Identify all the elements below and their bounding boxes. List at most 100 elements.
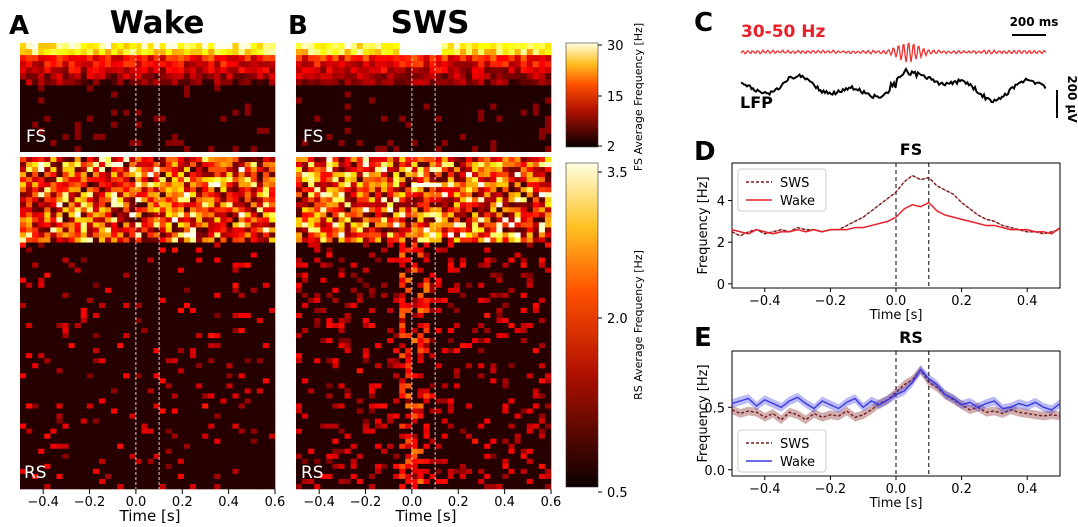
heatmap-cell	[111, 197, 118, 203]
heatmap-cell	[92, 453, 100, 460]
heatmap-cell	[98, 73, 106, 80]
heatmap-cell	[381, 177, 388, 183]
heatmap-cell	[320, 212, 327, 218]
heatmap-cell	[508, 85, 515, 92]
heatmap-cell	[214, 127, 221, 135]
heatmap-cell	[135, 408, 142, 414]
heatmap-cell	[159, 103, 167, 110]
heatmap-cell	[38, 85, 45, 92]
heatmap-cell	[141, 338, 148, 344]
heatmap-cell	[196, 428, 203, 434]
heatmap-cell	[350, 192, 358, 198]
heatmap-cell	[86, 145, 94, 153]
heatmap-cell	[387, 61, 394, 68]
heatmap-cell	[532, 61, 540, 68]
heatmap-cell	[417, 157, 424, 163]
heatmap-cell	[220, 157, 227, 163]
heatmap-cell	[92, 187, 100, 193]
heatmap-cell	[105, 418, 112, 424]
heatmap-cell	[532, 97, 540, 104]
heatmap-cell	[117, 242, 124, 248]
heatmap-cell	[232, 363, 239, 369]
heatmap-cell	[123, 127, 130, 135]
heatmap-cell	[44, 453, 51, 460]
heatmap-cell	[268, 403, 276, 409]
heatmap-cell	[544, 187, 552, 193]
heatmap-cell	[447, 133, 455, 141]
heatmap-cell	[183, 443, 191, 450]
heatmap-cell	[250, 162, 258, 168]
heatmap-cell	[429, 145, 436, 153]
heatmap-cell	[490, 49, 497, 56]
heatmap-cell	[165, 272, 173, 279]
heatmap-cell	[332, 187, 339, 193]
heatmap-cell	[50, 403, 57, 409]
heatmap-cell	[532, 172, 540, 178]
heatmap-cell	[38, 453, 45, 460]
heatmap-cell	[129, 73, 136, 80]
heatmap-cell	[202, 252, 209, 258]
heatmap-cell	[26, 383, 33, 389]
heatmap-cell	[105, 167, 112, 173]
heatmap-cell	[268, 302, 276, 309]
heatmap-cell	[244, 43, 252, 50]
heatmap-cell	[26, 287, 33, 294]
heatmap-cell	[129, 121, 136, 129]
heatmap-cell	[423, 157, 430, 163]
heatmap-cell	[362, 139, 370, 147]
heatmap-cell	[44, 393, 51, 399]
heatmap-cell	[262, 473, 270, 480]
heatmap-cell	[308, 85, 315, 92]
heatmap-cell	[62, 79, 69, 86]
heatmap-cell	[38, 468, 45, 475]
heatmap-cell	[532, 55, 540, 62]
heatmap-cell	[226, 323, 233, 329]
heatmap-cell	[74, 85, 82, 92]
heatmap-cell	[86, 287, 94, 294]
heatmap-cell	[68, 323, 75, 329]
heatmap-cell	[441, 73, 449, 80]
heatmap-sws	[296, 43, 552, 490]
heatmap-cell	[32, 403, 39, 409]
heatmap-cell	[92, 242, 100, 248]
heatmap-cell	[314, 115, 321, 123]
heatmap-cell	[232, 413, 239, 419]
heatmap-cell	[80, 61, 88, 68]
heatmap-cell	[387, 145, 394, 153]
heatmap-cell	[466, 177, 473, 183]
heatmap-cell	[441, 177, 449, 183]
heatmap-cell	[56, 353, 63, 359]
heatmap-cell	[435, 121, 443, 129]
heatmap-cell	[226, 192, 233, 198]
heatmap-cell	[62, 287, 69, 294]
heatmap-cell	[268, 115, 276, 123]
heatmap-cell	[123, 277, 130, 284]
heatmap-cell	[171, 443, 179, 450]
heatmap-cell	[190, 85, 197, 92]
heatmap-cell	[544, 192, 552, 198]
heatmap-cell	[38, 272, 45, 279]
heatmap-cell	[302, 79, 309, 86]
heatmap-cell	[62, 182, 69, 188]
heatmap-cell	[268, 433, 276, 439]
heatmap-cell	[165, 292, 173, 299]
heatmap-cell	[514, 73, 521, 80]
heatmap-cell	[44, 85, 51, 92]
heatmap-cell	[268, 453, 276, 460]
heatmap-cell	[214, 187, 221, 193]
heatmap-cell	[405, 103, 412, 110]
heatmap-cell	[374, 109, 382, 116]
heatmap-cell	[62, 418, 69, 424]
heatmap-cell	[153, 343, 160, 349]
heatmap-cell	[196, 383, 203, 389]
heatmap-cell	[123, 408, 130, 414]
heatmap-cell	[68, 182, 75, 188]
heatmap-cell	[332, 127, 339, 135]
heatmap-cell	[74, 483, 82, 490]
heatmap-cell	[466, 127, 473, 135]
heatmap-cell	[135, 363, 142, 369]
heatmap-cell	[159, 453, 167, 460]
heatmap-cell	[514, 49, 521, 56]
heatmap-cell	[238, 312, 245, 319]
heatmap-cell	[232, 162, 239, 168]
